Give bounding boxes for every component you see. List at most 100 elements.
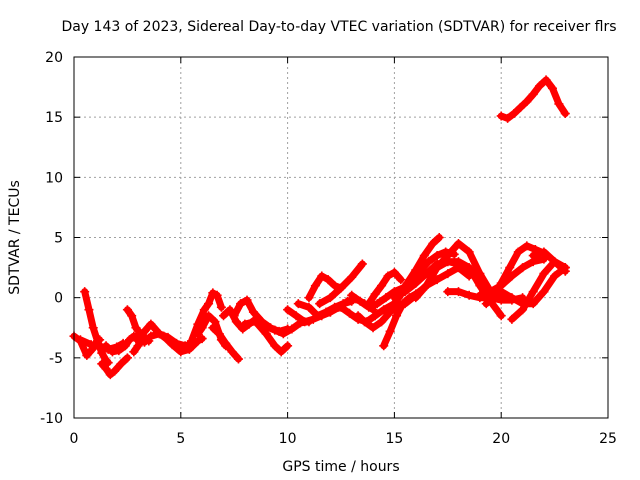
data-point-marker [377,317,387,327]
data-point-marker [528,299,538,309]
series-line [497,76,569,122]
series-arc-39 [496,75,570,123]
data-point-marker [300,317,310,327]
data-point-marker [389,267,399,277]
data-point-marker [304,293,314,303]
data-point-marker [221,338,231,348]
data-point-marker [503,113,513,123]
data-point-marker [518,305,528,315]
data-point-marker [424,257,434,267]
data-point-marker [550,271,560,281]
data-point-marker [283,305,293,315]
data-point-marker [210,317,220,327]
data-point-marker [475,290,485,300]
y-tick-label: 10 [45,170,63,186]
data-point-marker [372,299,382,309]
data-point-marker [270,325,280,335]
data-point-marker [385,326,395,336]
y-tick-label: 15 [45,110,63,126]
data-point-marker [225,305,235,315]
data-point-marker [464,263,474,273]
data-point-marker [539,247,549,257]
x-tick-label: 5 [176,431,185,447]
data-point-marker [325,307,335,317]
series-arc-15 [240,317,293,357]
data-point-marker [291,311,301,321]
data-point-marker [411,293,421,303]
data-point-marker [488,293,498,303]
data-point-marker [330,281,340,291]
y-tick-label: -5 [49,351,63,367]
data-point-marker [129,331,139,341]
data-point-marker [539,269,549,279]
series-arc-2 [80,287,113,368]
data-point-marker [528,287,538,297]
x-tick-label: 15 [385,431,403,447]
series-line [529,248,569,275]
data-point-marker [547,83,557,93]
x-axis-label: GPS time / hours [282,459,399,475]
data-point-marker [184,344,194,354]
data-point-marker [385,305,395,315]
data-point-marker [513,247,523,257]
data-series [69,75,570,380]
data-point-marker [204,299,214,309]
data-point-marker [114,346,124,356]
data-point-marker [75,335,85,345]
data-point-marker [139,326,149,336]
data-point-marker [496,295,506,305]
data-point-marker [453,239,463,249]
data-point-marker [240,319,250,329]
data-point-marker [101,364,111,374]
y-axis-label: SDTVAR / TECUs [7,180,23,295]
data-point-marker [421,269,431,279]
chart-title: Day 143 of 2023, Sidereal Day-to-day VTE… [61,19,616,35]
data-point-marker [110,366,120,376]
data-point-marker [396,275,406,285]
data-point-marker [392,311,402,321]
data-point-marker [509,109,519,119]
data-point-marker [453,287,463,297]
y-tick-labels: -10 -5 0 5 10 15 20 [40,50,63,427]
data-point-marker [233,354,243,364]
series-arc-5 [101,331,145,357]
series-arc-4 [97,353,132,380]
data-point-marker [464,247,474,257]
data-point-marker [464,290,474,300]
series-arc-25 [364,267,406,309]
data-point-marker [383,271,393,281]
data-point-marker [208,323,218,333]
data-point-marker [475,269,485,279]
data-point-marker [82,350,92,360]
data-point-marker [528,89,538,99]
series-arc-12 [208,323,243,364]
data-point-marker [276,347,286,357]
data-point-marker [368,323,378,333]
data-point-marker [227,347,237,357]
data-point-marker [193,329,203,339]
data-point-marker [381,293,391,303]
data-point-marker [313,311,323,321]
data-point-marker [278,329,288,339]
data-point-marker [496,278,506,288]
y-tick-label: -10 [40,411,63,427]
data-point-marker [535,81,545,91]
data-point-marker [283,341,293,351]
data-point-marker [434,233,444,242]
data-point-marker [496,311,506,321]
y-tick-label: 20 [45,50,63,66]
data-point-marker [236,299,246,309]
data-point-marker [146,331,156,341]
data-point-marker [496,111,506,121]
data-point-marker [231,317,241,327]
x-tick-labels: 0 5 10 15 20 25 [70,431,617,447]
data-point-marker [550,257,560,267]
data-point-marker [353,311,363,321]
plot-frame [73,56,609,419]
data-point-marker [443,287,453,297]
series-arc-9 [159,331,207,357]
data-point-marker [86,340,96,350]
data-point-marker [310,281,320,291]
data-point-marker [432,275,442,285]
data-point-marker [199,305,209,315]
